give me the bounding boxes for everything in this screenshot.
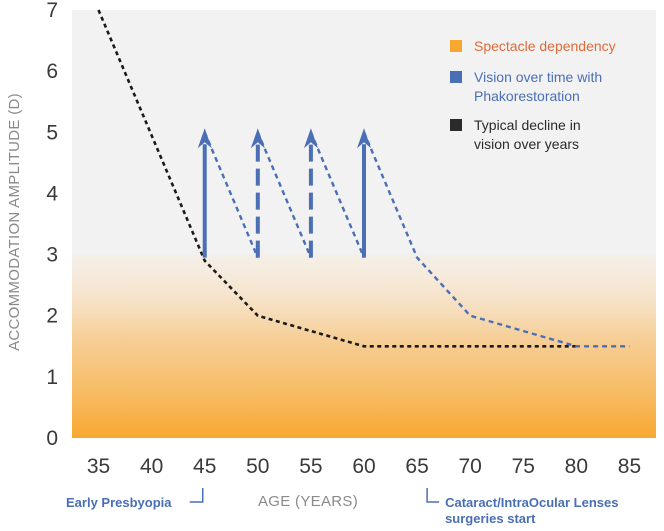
legend-label: Spectacle dependency [474, 38, 616, 54]
annotation-bracket [426, 488, 440, 503]
arrow-layer [197, 128, 371, 258]
x-tick-label: 60 [352, 455, 375, 478]
series-layer [97, 9, 630, 348]
phakorestoration-line [256, 131, 313, 259]
legend-item: Spectacle dependency [450, 38, 616, 54]
y-tick-label: 2 [46, 305, 58, 328]
annotation-bracket [189, 488, 204, 503]
annotation-label: Early Presbyopia [66, 495, 172, 510]
arrowhead-icon [250, 128, 265, 149]
phakorestoration-line [203, 131, 259, 259]
legend-item: Vision over time with Phakorestoration [450, 69, 602, 104]
arrowhead-icon [303, 128, 318, 149]
x-tick-label: 45 [193, 455, 216, 478]
y-tick-label: 6 [46, 60, 58, 83]
x-tick-label: 50 [246, 455, 269, 478]
legend-swatch [450, 40, 462, 52]
y-tick-label: 1 [46, 366, 58, 389]
y-tick-label: 3 [46, 244, 58, 267]
legend-label: vision over years [474, 136, 579, 152]
legend-label: Phakorestoration [474, 88, 580, 104]
y-tick-label: 0 [46, 427, 58, 450]
y-tick-label: 5 [46, 121, 58, 144]
y-axis-title: ACCOMMODATION AMPLITUDE (D) [6, 93, 23, 351]
x-tick-label: 65 [405, 455, 428, 478]
phakorestoration-line [309, 131, 366, 259]
x-tick-label: 75 [512, 455, 535, 478]
x-tick-label: 35 [87, 455, 110, 478]
x-axis-title: AGE (YEARS) [258, 493, 358, 510]
restoration-arrow [250, 128, 265, 258]
x-tick-label: 55 [299, 455, 322, 478]
annotation-label: surgeries start [445, 511, 536, 526]
typical-decline-line [97, 9, 577, 348]
y-tick-label: 7 [46, 0, 58, 22]
legend-item: Typical decline in vision over years [450, 117, 581, 152]
x-tick-label: 70 [459, 455, 482, 478]
legend-swatch [450, 71, 462, 83]
annotations: Early Presbyopia Cataract/IntraOcular Len… [66, 488, 618, 526]
legend-swatch [450, 119, 462, 131]
legend-label: Vision over time with [474, 69, 602, 85]
arrowhead-icon [197, 128, 212, 149]
x-tick-label: 85 [618, 455, 641, 478]
y-tick-label: 4 [46, 182, 58, 205]
arrowhead-icon [357, 128, 371, 149]
x-tick-label: 40 [140, 455, 163, 478]
x-tick-label: 80 [565, 455, 588, 478]
restoration-arrow [197, 128, 212, 258]
legend-label: Typical decline in [474, 117, 581, 133]
legend: Spectacle dependency Vision over time wit… [450, 38, 616, 152]
phakorestoration-line [362, 131, 630, 348]
annotation-label: Cataract/IntraOcular Lenses [445, 495, 618, 510]
y-axis-ticks: 0 1 2 3 4 5 6 7 [46, 0, 58, 450]
annotation-early-presbyopia: Early Presbyopia [66, 488, 204, 510]
restoration-arrow [303, 128, 318, 258]
x-axis-ticks: 35 40 45 50 55 60 65 70 75 80 85 [87, 455, 641, 478]
restoration-arrow [357, 128, 371, 258]
